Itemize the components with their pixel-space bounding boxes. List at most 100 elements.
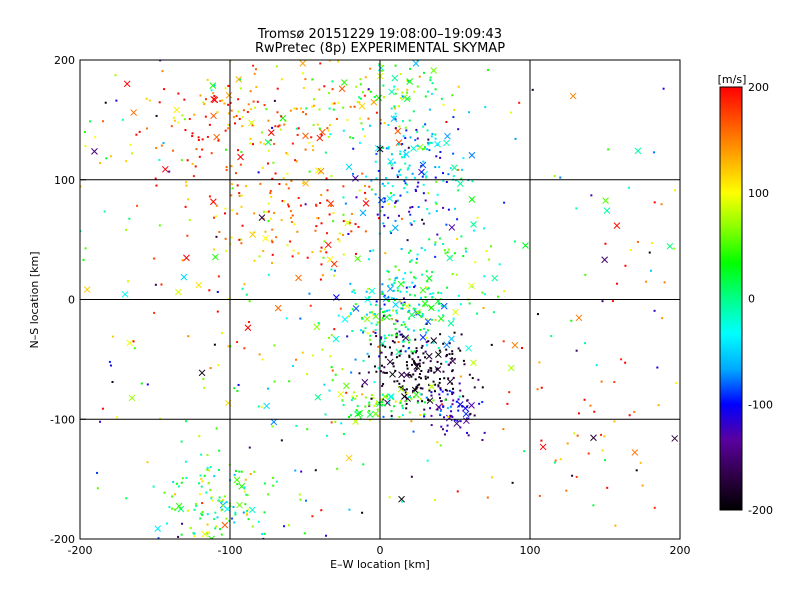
data-point: [393, 341, 396, 344]
data-point: [337, 314, 340, 317]
data-point: [459, 389, 462, 392]
data-point: [241, 125, 244, 128]
data-point: [398, 269, 401, 272]
data-point-x: [468, 196, 476, 203]
data-point: [155, 184, 158, 187]
data-point-x: [449, 357, 457, 365]
data-point-x: [401, 393, 408, 400]
data-point-x: [386, 195, 393, 202]
data-point: [374, 193, 377, 196]
data-point-x: [398, 371, 405, 379]
data-point: [304, 499, 307, 502]
data-point: [96, 471, 99, 474]
data-point: [409, 374, 412, 377]
data-point: [299, 204, 302, 207]
data-point: [339, 307, 342, 310]
data-point-x: [358, 102, 366, 110]
data-point: [403, 187, 406, 190]
data-point: [459, 349, 462, 352]
data-point: [434, 137, 437, 140]
data-point: [177, 535, 180, 538]
data-point: [451, 352, 454, 355]
data-point: [412, 396, 415, 399]
data-point: [220, 533, 223, 536]
data-point: [426, 318, 429, 321]
data-point: [406, 191, 409, 194]
data-point: [246, 494, 249, 497]
data-point: [172, 116, 175, 119]
data-point: [406, 91, 409, 94]
data-point: [444, 305, 447, 308]
data-point: [388, 278, 391, 281]
data-point: [488, 258, 491, 261]
data-point: [269, 189, 272, 192]
data-point: [168, 170, 171, 173]
data-point: [379, 337, 382, 340]
data-point: [359, 97, 362, 100]
data-point: [379, 122, 382, 125]
data-point-x: [444, 132, 451, 140]
data-point: [355, 85, 358, 88]
data-point: [553, 461, 556, 464]
data-point: [550, 335, 553, 338]
data-point: [446, 407, 449, 410]
data-point: [467, 434, 470, 437]
data-point: [442, 103, 445, 106]
data-point: [600, 380, 603, 383]
data-point: [411, 352, 414, 355]
data-point: [398, 415, 401, 418]
data-point: [187, 335, 190, 338]
data-point: [330, 268, 333, 271]
data-point: [416, 131, 419, 134]
data-point: [243, 486, 246, 489]
data-point: [291, 364, 294, 367]
data-point: [427, 287, 430, 290]
data-point: [381, 64, 384, 67]
data-point: [378, 355, 381, 358]
data-point-x: [419, 161, 427, 169]
data-point: [419, 393, 422, 396]
data-point: [397, 214, 400, 217]
data-point: [375, 300, 378, 303]
data-point: [356, 100, 359, 103]
data-point-x: [424, 318, 432, 325]
data-point: [163, 491, 166, 494]
data-point: [446, 286, 449, 289]
data-point: [397, 143, 400, 146]
data-point: [158, 158, 161, 161]
data-point: [323, 85, 326, 88]
data-point: [419, 397, 422, 400]
data-point: [383, 184, 386, 187]
data-point: [393, 161, 396, 164]
data-point: [368, 403, 371, 406]
data-point: [434, 255, 437, 258]
data-point: [328, 92, 331, 95]
data-point: [457, 128, 460, 131]
data-point: [376, 213, 379, 216]
data-point: [354, 358, 357, 361]
data-point: [627, 186, 630, 189]
data-point: [434, 88, 437, 91]
data-point: [438, 302, 441, 305]
data-point: [259, 141, 262, 144]
data-point: [369, 343, 372, 346]
data-point: [234, 511, 237, 514]
data-point: [212, 92, 215, 95]
data-point: [351, 308, 354, 311]
data-point: [102, 120, 105, 123]
data-point: [390, 334, 393, 337]
data-point: [382, 314, 385, 317]
data-point: [174, 508, 177, 511]
data-point: [404, 326, 407, 329]
data-point: [185, 181, 188, 184]
data-point: [388, 496, 391, 499]
data-point: [443, 377, 446, 380]
data-point: [410, 259, 413, 262]
data-point-x: [161, 165, 169, 173]
data-point-x: [295, 274, 302, 282]
data-point: [410, 475, 413, 478]
data-point: [424, 95, 427, 98]
data-point: [267, 273, 270, 276]
data-point-x: [327, 200, 335, 208]
data-point: [401, 156, 404, 159]
